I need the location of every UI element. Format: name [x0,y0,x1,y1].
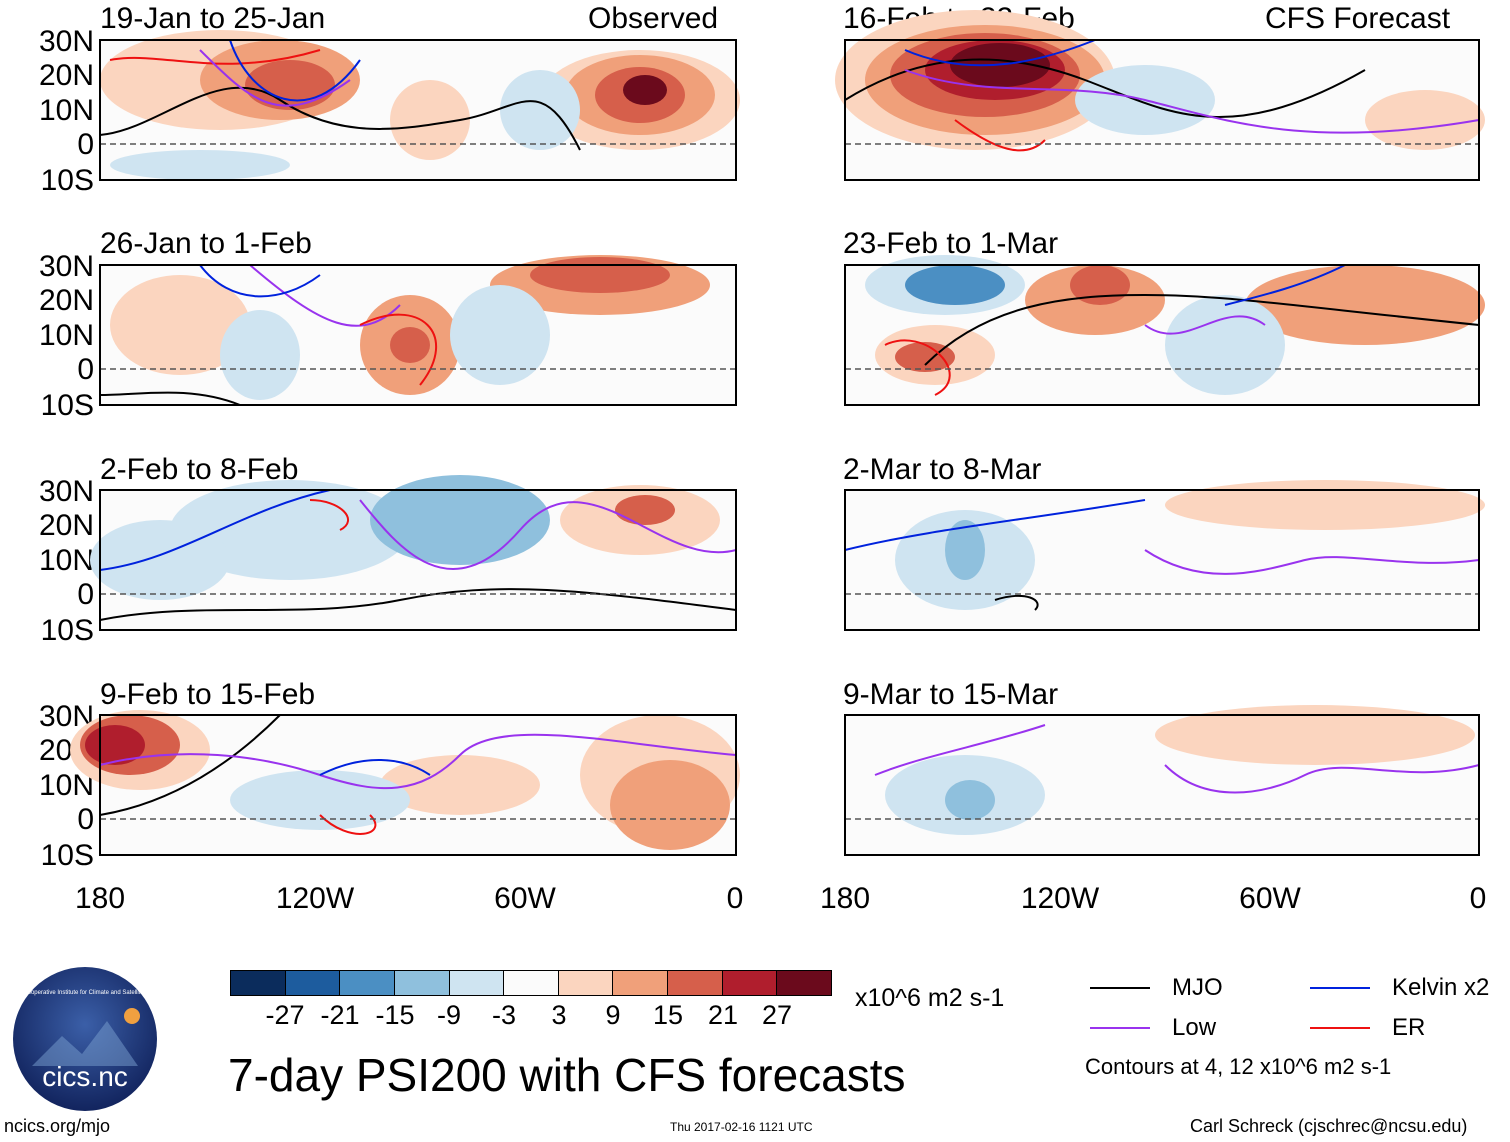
forecast-label: CFS Forecast [1265,2,1451,35]
colorbar-segment [394,971,450,995]
figure-title: 7-day PSI200 with CFS forecasts [228,1049,906,1101]
lat-label: 30N [38,475,94,508]
lat-label: 0 [77,128,94,161]
lon-label: 0 [726,882,744,915]
panel-title-6: 23-Feb to 1-Mar [843,227,1059,260]
map-panel-6 [844,255,1485,406]
logo-text: cics.nc [42,1061,128,1092]
colorbar-label: -3 [491,1000,516,1030]
lat-label: 20N [38,284,94,317]
colorbar-label: -9 [436,1000,461,1030]
colorbar-label: -21 [320,1000,360,1030]
lat-label: 0 [77,803,94,836]
colorbar-segment [504,971,559,995]
colorbar-segment [613,971,669,995]
map-panel-4 [70,710,740,856]
lat-label: 10N [38,319,94,352]
colorbar-segment [285,971,341,995]
panel-title-8: 9-Mar to 15-Mar [843,678,1059,711]
map-panel-2 [99,255,737,406]
observed-label: Observed [588,2,719,35]
map-panel-5 [835,10,1485,181]
logo-ring-text: Cooperative Institute for Climate and Sa… [23,990,146,996]
map-panel-7 [844,480,1485,631]
legend-kelvin: Kelvin x2 [1310,974,1489,1002]
colorbar-segment [231,971,286,995]
lon-label: 120W [1020,882,1100,915]
cics-logo: cics.nc Cooperative Institute for Climat… [13,967,157,1111]
map-panel-3 [90,475,737,631]
legend-kelvin-line [1310,987,1370,989]
panel-title-4: 9-Feb to 15-Feb [100,678,316,711]
legend-kelvin-label: Kelvin x2 [1392,974,1490,1001]
lon-label: 180 [819,882,871,915]
map-panel-1 [99,30,740,181]
lon-label: 60W [1239,882,1301,915]
colorbar-label: 21 [707,1000,739,1030]
contours-note: Contours at 4, 12 x10^6 m2 s-1 [1085,1054,1392,1079]
legend-er: ER [1310,1014,1425,1042]
panel-title-1: 19-Jan to 25-Jan [100,2,326,35]
colorbar-label: 27 [761,1000,793,1030]
colorbar-label: 15 [652,1000,684,1030]
legend-mjo-line [1090,987,1150,989]
colorbar-segment [668,971,723,995]
lat-label: 10S [40,614,94,647]
footer-timestamp: Thu 2017-02-16 1121 UTC [670,1120,813,1134]
colorbar-segment [722,971,778,995]
lat-label: 30N [38,700,94,733]
lat-label: 0 [77,353,94,386]
colorbar-segment [558,971,614,995]
footer-url[interactable]: ncics.org/mjo [4,1116,111,1136]
legend-mjo: MJO [1090,974,1223,1002]
panel-title-3: 2-Feb to 8-Feb [100,453,299,486]
panel-title-7: 2-Mar to 8-Mar [843,453,1042,486]
colorbar-units: x10^6 m2 s-1 [855,984,1005,1012]
legend-low-label: Low [1172,1014,1217,1041]
lat-label: 30N [38,25,94,58]
lon-label: 180 [74,882,126,915]
map-panel-8 [844,705,1480,856]
lat-label: 10S [40,389,94,422]
lon-label: 0 [1469,882,1487,915]
colorbar-label: -15 [375,1000,415,1030]
lat-label: 20N [38,509,94,542]
colorbar [230,970,832,996]
legend-er-line [1310,1027,1370,1029]
lat-label: 10N [38,544,94,577]
lat-label: 10S [40,839,94,872]
colorbar-segment [449,971,505,995]
lat-label: 30N [38,250,94,283]
lat-label: 20N [38,59,94,92]
lon-label: 60W [494,882,556,915]
lon-label: 120W [275,882,355,915]
colorbar-label: -27 [265,1000,305,1030]
legend-low-line [1090,1027,1150,1029]
legend-low: Low [1090,1014,1216,1042]
lat-label: 10S [40,164,94,197]
lat-label: 10N [38,94,94,127]
footer-credit: Carl Schreck (cjschrec@ncsu.edu) [1190,1116,1468,1136]
lat-label: 10N [38,769,94,802]
colorbar-label: 9 [605,1000,621,1030]
lat-label: 0 [77,578,94,611]
panel-title-2: 26-Jan to 1-Feb [100,227,312,260]
legend-mjo-label: MJO [1172,974,1223,1001]
legend-er-label: ER [1392,1014,1426,1041]
colorbar-label: 3 [551,1000,567,1030]
colorbar-segment [340,971,395,995]
colorbar-segment [777,971,832,995]
